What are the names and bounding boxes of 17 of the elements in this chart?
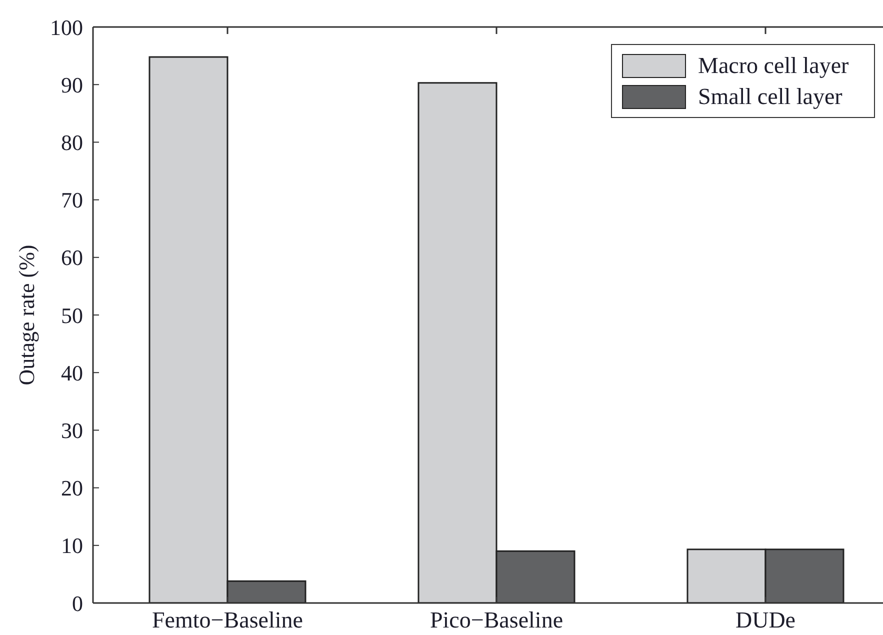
y-tick-label: 40 (61, 360, 83, 386)
legend-label: Macro cell layer (698, 52, 849, 78)
y-tick-label: 100 (50, 14, 83, 40)
y-tick-label: 0 (72, 590, 83, 616)
y-tick-label: 70 (61, 188, 83, 213)
x-tick-label: DUDe (735, 607, 796, 632)
x-tick-label: Femto−Baseline (152, 607, 303, 632)
y-tick-label: 30 (61, 418, 83, 444)
y-tick-label: 80 (61, 130, 83, 156)
y-axis-title: Outage rate (%) (14, 244, 38, 386)
y-tick-label: 20 (61, 476, 83, 501)
y-tick-label: 50 (61, 302, 83, 328)
y-tick-label: 60 (61, 245, 83, 270)
y-tick-label: 10 (61, 533, 83, 558)
y-tick-label: 90 (61, 72, 83, 98)
x-tick-label: Pico−Baseline (430, 607, 564, 632)
legend-label: Small cell layer (698, 84, 842, 110)
